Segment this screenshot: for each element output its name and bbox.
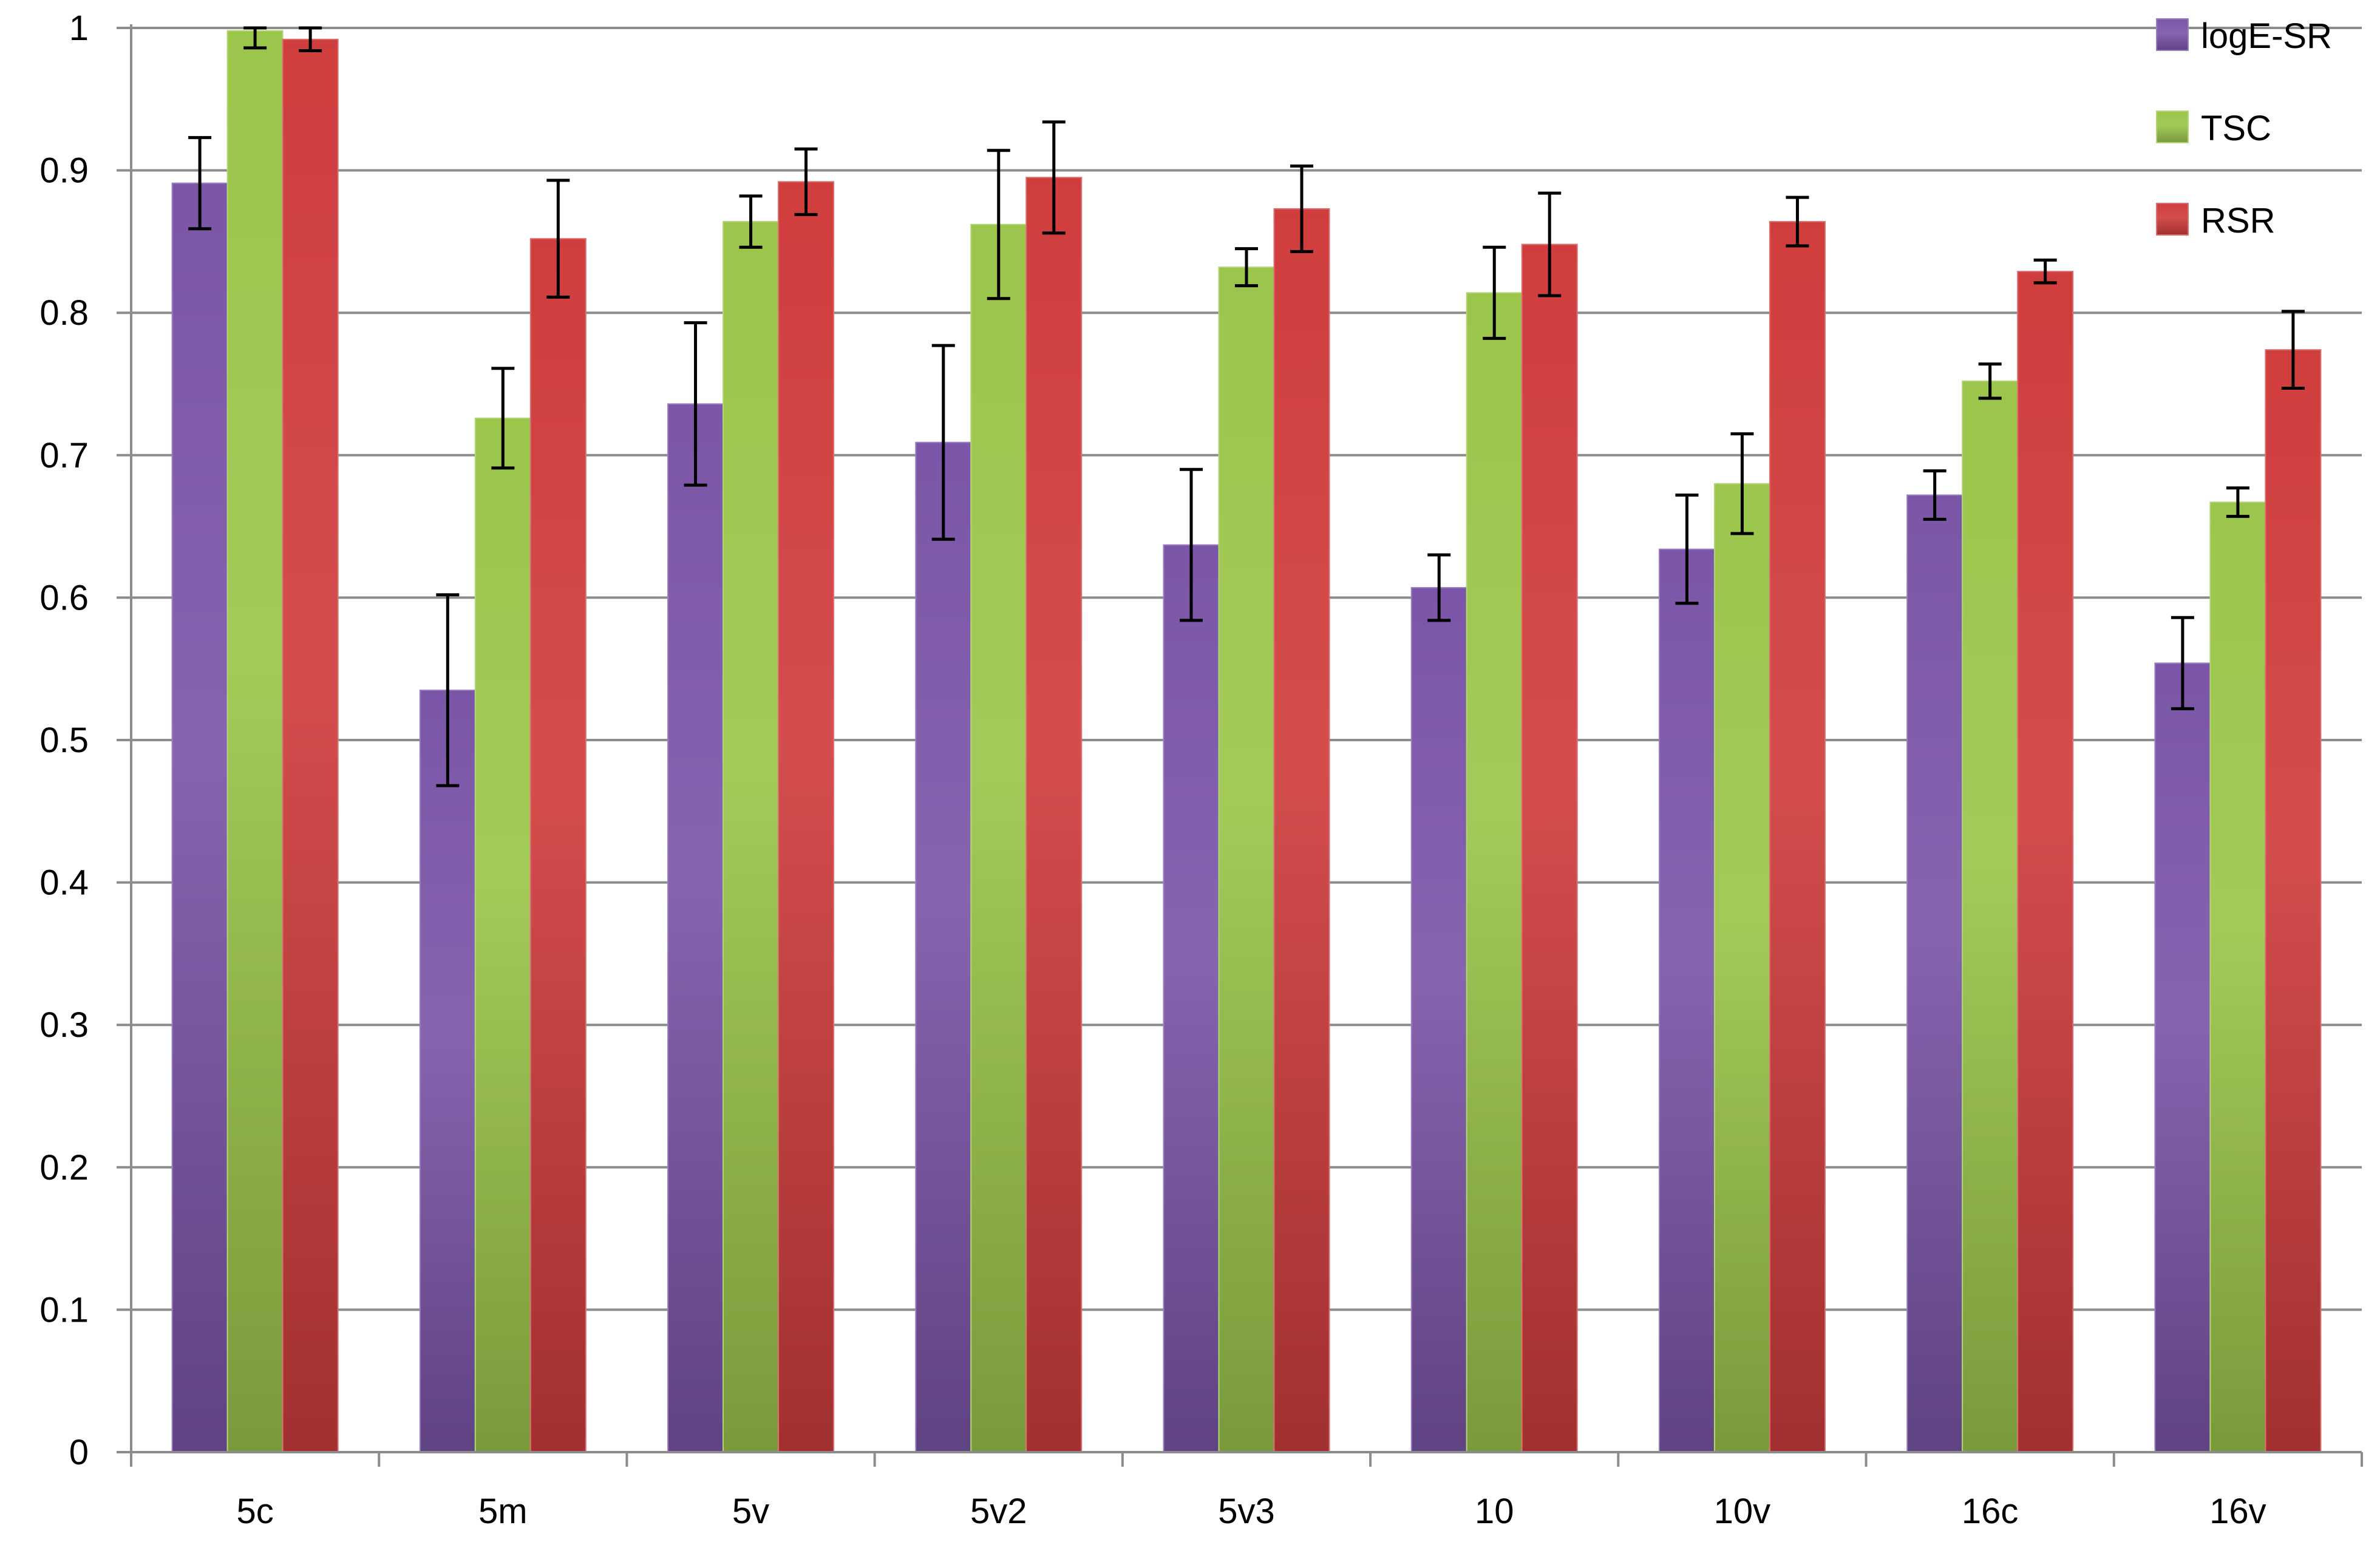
bar-loge-sr-16v xyxy=(2154,662,2211,1453)
legend-swatch xyxy=(2156,203,2189,236)
legend-label: TSC xyxy=(2201,109,2271,148)
bar-loge-sr-16c xyxy=(1906,494,1963,1453)
bar-rsr-5m xyxy=(529,238,586,1453)
error-bar-rsr-5v3 xyxy=(1290,165,1313,253)
x-tick-label-10: 10 xyxy=(1475,1492,1514,1531)
legend-label: RSR xyxy=(2201,201,2275,240)
bar-rsr-5v3 xyxy=(1273,208,1330,1453)
bar-tsc-5v xyxy=(722,221,780,1453)
bar-loge-sr-5v xyxy=(667,403,724,1453)
error-bar-tsc-10 xyxy=(1483,245,1506,340)
y-tick-label: 0.3 xyxy=(39,1005,89,1045)
bar-loge-sr-5m xyxy=(419,689,476,1453)
error-bar-loge-sr-16c xyxy=(1923,469,1946,521)
legend-item-loge-sr: logE-SR xyxy=(2156,16,2332,56)
x-tick-label-5v2: 5v2 xyxy=(970,1492,1027,1531)
error-bar-tsc-5v2 xyxy=(987,149,1010,301)
x-tick-label-5c: 5c xyxy=(236,1492,273,1531)
bar-loge-sr-10v xyxy=(1658,548,1715,1453)
error-bar-tsc-5v3 xyxy=(1235,247,1258,288)
legend-swatch xyxy=(2156,18,2189,51)
error-bar-tsc-16c xyxy=(1978,362,2002,400)
bar-tsc-5v3 xyxy=(1218,267,1275,1453)
legend: logE-SR TSC RSR xyxy=(2156,16,2332,240)
bar-loge-sr-10 xyxy=(1410,586,1467,1453)
legend-item-rsr: RSR xyxy=(2156,201,2275,240)
bar-tsc-5c xyxy=(226,30,284,1453)
bar-rsr-16c xyxy=(2017,271,2074,1453)
error-bar-loge-sr-16v xyxy=(2171,616,2194,710)
legend-label: logE-SR xyxy=(2201,16,2332,56)
error-bar-rsr-10v xyxy=(1786,195,1809,248)
error-bar-rsr-16v xyxy=(2281,310,2305,390)
error-bar-tsc-5v xyxy=(739,194,763,249)
error-bar-loge-sr-10 xyxy=(1427,553,1451,622)
error-bar-loge-sr-5v xyxy=(684,321,707,487)
x-tick-label-5v: 5v xyxy=(732,1492,769,1531)
error-bar-loge-sr-5v3 xyxy=(1180,467,1203,622)
error-bar-loge-sr-5c xyxy=(188,136,212,231)
y-tick-label: 0.9 xyxy=(39,151,89,191)
y-tick-label: 0.8 xyxy=(39,293,89,333)
y-tick-label: 0.7 xyxy=(39,436,89,475)
bar-loge-sr-5c xyxy=(171,182,228,1453)
error-bar-rsr-16c xyxy=(2033,258,2057,285)
bar-tsc-10v xyxy=(1713,483,1770,1453)
x-tick-label-16c: 16c xyxy=(1962,1492,2019,1531)
error-bar-rsr-5v xyxy=(794,147,818,216)
legend-swatch xyxy=(2156,110,2189,143)
error-bars xyxy=(188,26,2305,787)
error-bar-loge-sr-10v xyxy=(1675,493,1699,605)
bar-rsr-10v xyxy=(1769,221,1826,1453)
bar-rsr-5c xyxy=(282,38,339,1453)
bar-rsr-5v2 xyxy=(1025,177,1083,1453)
x-tick-label-5v3: 5v3 xyxy=(1218,1492,1275,1531)
bar-loge-sr-5v3 xyxy=(1163,544,1220,1453)
bar-rsr-10 xyxy=(1521,243,1578,1453)
bar-tsc-5m xyxy=(474,417,531,1453)
bar-tsc-5v2 xyxy=(970,223,1027,1453)
error-bar-rsr-5c xyxy=(299,26,322,53)
y-tick-label: 1 xyxy=(69,8,89,48)
y-tick-label: 0.1 xyxy=(39,1290,89,1330)
bar-tsc-16c xyxy=(1962,380,2019,1453)
y-tick-label: 0.6 xyxy=(39,578,89,617)
legend-item-tsc: TSC xyxy=(2156,109,2271,148)
y-tick-label: 0 xyxy=(69,1433,89,1472)
error-bar-tsc-10v xyxy=(1730,432,1754,535)
error-bar-tsc-5c xyxy=(243,26,267,50)
y-tick-label: 0.4 xyxy=(39,863,89,903)
x-tick-label-5m: 5m xyxy=(478,1492,528,1531)
y-tick-label: 0.5 xyxy=(39,721,89,760)
bar-tsc-16v xyxy=(2209,501,2266,1453)
y-tick-label: 0.2 xyxy=(39,1148,89,1187)
error-bar-tsc-5m xyxy=(491,367,515,470)
error-bar-loge-sr-5v2 xyxy=(931,344,955,541)
bars xyxy=(171,30,2322,1453)
x-tick-label-16v: 16v xyxy=(2209,1492,2266,1531)
bar-rsr-16v xyxy=(2265,349,2322,1453)
x-tick-label-10v: 10v xyxy=(1714,1492,1771,1531)
error-bar-rsr-10 xyxy=(1538,191,1562,297)
bar-loge-sr-5v2 xyxy=(915,441,972,1453)
bar-tsc-10 xyxy=(1466,292,1523,1453)
bar-rsr-5v xyxy=(778,181,835,1453)
error-bar-rsr-5v2 xyxy=(1042,120,1066,235)
error-bar-rsr-5m xyxy=(546,178,570,299)
error-bar-loge-sr-5m xyxy=(436,593,460,787)
error-bar-tsc-16v xyxy=(2226,486,2249,518)
axes: 0 0.1 0.2 0.3 0.4 0.5 0.6 0.7 0.8 0.9 1 5c 5m 5v 5v2 5v… xyxy=(39,8,2363,1531)
